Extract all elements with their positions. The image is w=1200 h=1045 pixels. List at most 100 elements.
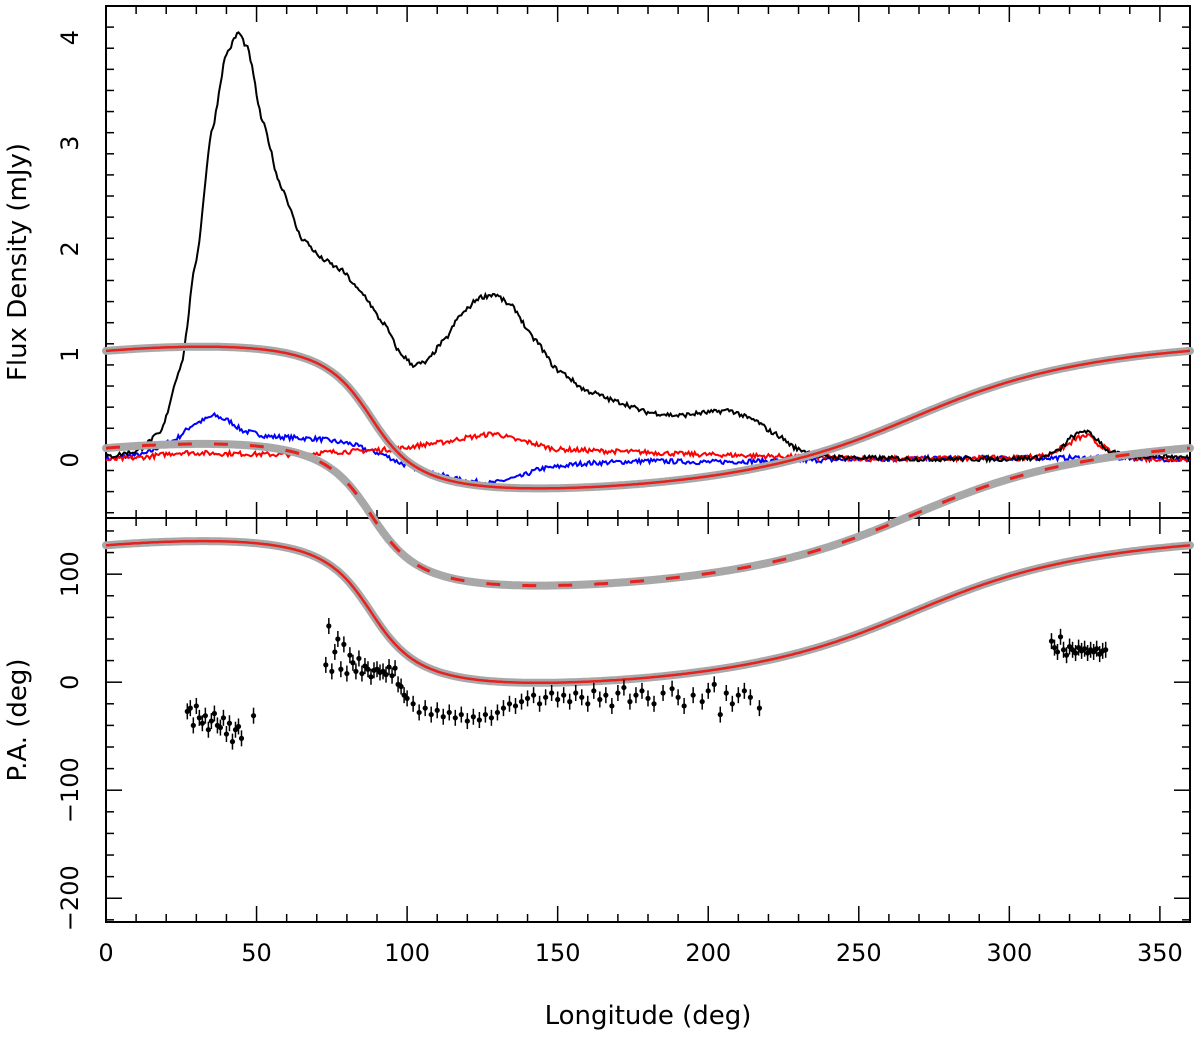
pa-marker bbox=[549, 690, 555, 696]
rvm-fit-curves bbox=[102, 342, 1194, 687]
pa-marker bbox=[717, 711, 723, 718]
pa-marker bbox=[196, 715, 202, 721]
pa-point bbox=[645, 690, 651, 707]
pa-point bbox=[338, 661, 344, 678]
pa-marker bbox=[223, 731, 230, 737]
pa-marker bbox=[476, 717, 482, 723]
pa-point bbox=[561, 687, 567, 704]
pa-marker bbox=[1103, 647, 1109, 653]
pa-marker bbox=[1060, 647, 1067, 653]
pa-point bbox=[359, 665, 365, 682]
pa-marker bbox=[335, 636, 341, 642]
bottom-y-tick-label: −100 bbox=[56, 757, 84, 823]
pa-marker bbox=[621, 684, 627, 691]
pa-marker bbox=[681, 703, 687, 709]
pa-point bbox=[220, 709, 227, 726]
pa-point bbox=[506, 695, 513, 712]
pa-marker bbox=[1051, 645, 1058, 651]
pa-point bbox=[669, 680, 675, 697]
pa-point bbox=[184, 703, 190, 720]
pa-point bbox=[428, 706, 434, 723]
pa-point bbox=[627, 693, 633, 710]
pa-point bbox=[537, 695, 543, 712]
pa-point bbox=[741, 682, 747, 699]
pa-marker bbox=[537, 701, 543, 707]
pa-point bbox=[500, 700, 507, 717]
pa-point bbox=[226, 715, 233, 732]
top-y-tick-label: 4 bbox=[56, 30, 84, 45]
pa-point bbox=[723, 684, 729, 701]
pa-point bbox=[323, 656, 329, 673]
pa-marker bbox=[512, 703, 519, 709]
x-tick-label: 0 bbox=[98, 939, 113, 967]
pa-scatter bbox=[184, 618, 1109, 750]
pa-point bbox=[518, 693, 525, 710]
top-y-axis: 0 1 2 3 4 bbox=[56, 26, 1190, 514]
top-y-axis-title: Flux Density (mJy) bbox=[3, 143, 33, 381]
bottom-x-axis: 0 50 100 150 200 250 300 350 bbox=[98, 518, 1191, 967]
pa-point bbox=[639, 682, 645, 699]
pa-point bbox=[1057, 628, 1064, 645]
pa-point bbox=[1066, 638, 1073, 655]
pa-marker bbox=[350, 660, 356, 666]
pa-marker bbox=[1054, 649, 1061, 655]
pa-point bbox=[597, 691, 603, 708]
pa-marker bbox=[464, 718, 470, 724]
pa-marker bbox=[530, 692, 537, 698]
pa-point bbox=[482, 706, 488, 723]
pa-marker bbox=[199, 720, 205, 726]
bottom-y-tick-label: 100 bbox=[56, 551, 84, 597]
top-x-ticks bbox=[105, 6, 1191, 518]
pa-marker bbox=[434, 707, 440, 713]
pa-marker bbox=[398, 683, 404, 690]
pa-marker bbox=[452, 715, 458, 721]
pa-point bbox=[458, 706, 464, 723]
pa-point bbox=[609, 697, 615, 714]
bottom-y-tick-label: 0 bbox=[56, 675, 84, 690]
x-tick-label: 250 bbox=[836, 939, 882, 967]
pa-point bbox=[368, 668, 374, 685]
bottom-y-axis-title: P.A. (deg) bbox=[3, 658, 33, 781]
pa-point bbox=[383, 666, 389, 683]
pa-marker bbox=[344, 670, 350, 677]
pa-point bbox=[389, 667, 395, 684]
pa-point bbox=[494, 704, 501, 721]
pa-marker bbox=[332, 649, 338, 655]
pa-point bbox=[329, 663, 335, 680]
pa-point bbox=[585, 695, 591, 712]
x-tick-label: 150 bbox=[535, 939, 581, 967]
rvm-band-2 bbox=[102, 537, 1194, 687]
rvm-line-2 bbox=[105, 539, 1191, 685]
pa-point bbox=[452, 709, 458, 726]
pa-marker bbox=[573, 690, 579, 696]
pa-marker bbox=[741, 688, 747, 694]
pa-marker bbox=[633, 692, 639, 698]
pa-point bbox=[1048, 633, 1055, 650]
pa-marker bbox=[446, 709, 452, 716]
pa-marker bbox=[615, 690, 621, 696]
pa-point bbox=[555, 691, 561, 708]
pa-point bbox=[699, 693, 705, 710]
pa-marker bbox=[356, 655, 362, 662]
position-angle-panel: −200 −100 0 100 0 50 100 150 200 250 300 350 P.A. … bbox=[3, 342, 1194, 1031]
x-axis-title: Longitude (deg) bbox=[545, 1001, 752, 1031]
pa-point bbox=[1094, 640, 1100, 657]
x-tick-label: 350 bbox=[1137, 939, 1183, 967]
pa-marker bbox=[217, 724, 224, 731]
pa-marker bbox=[359, 670, 365, 677]
pa-marker bbox=[1082, 646, 1088, 652]
top-panel-frame bbox=[105, 5, 1191, 519]
pa-marker bbox=[368, 674, 374, 680]
pa-marker bbox=[229, 739, 236, 745]
pa-marker bbox=[723, 690, 729, 696]
x-tick-label: 200 bbox=[685, 939, 731, 967]
pa-marker bbox=[494, 709, 501, 716]
pa-point bbox=[440, 708, 446, 725]
top-y-tick-label: 2 bbox=[56, 241, 84, 256]
pa-point bbox=[187, 700, 193, 717]
pa-marker bbox=[440, 714, 446, 720]
pa-marker bbox=[187, 705, 193, 711]
pa-point bbox=[711, 676, 717, 693]
pa-point bbox=[392, 660, 398, 677]
pa-marker bbox=[428, 711, 434, 718]
